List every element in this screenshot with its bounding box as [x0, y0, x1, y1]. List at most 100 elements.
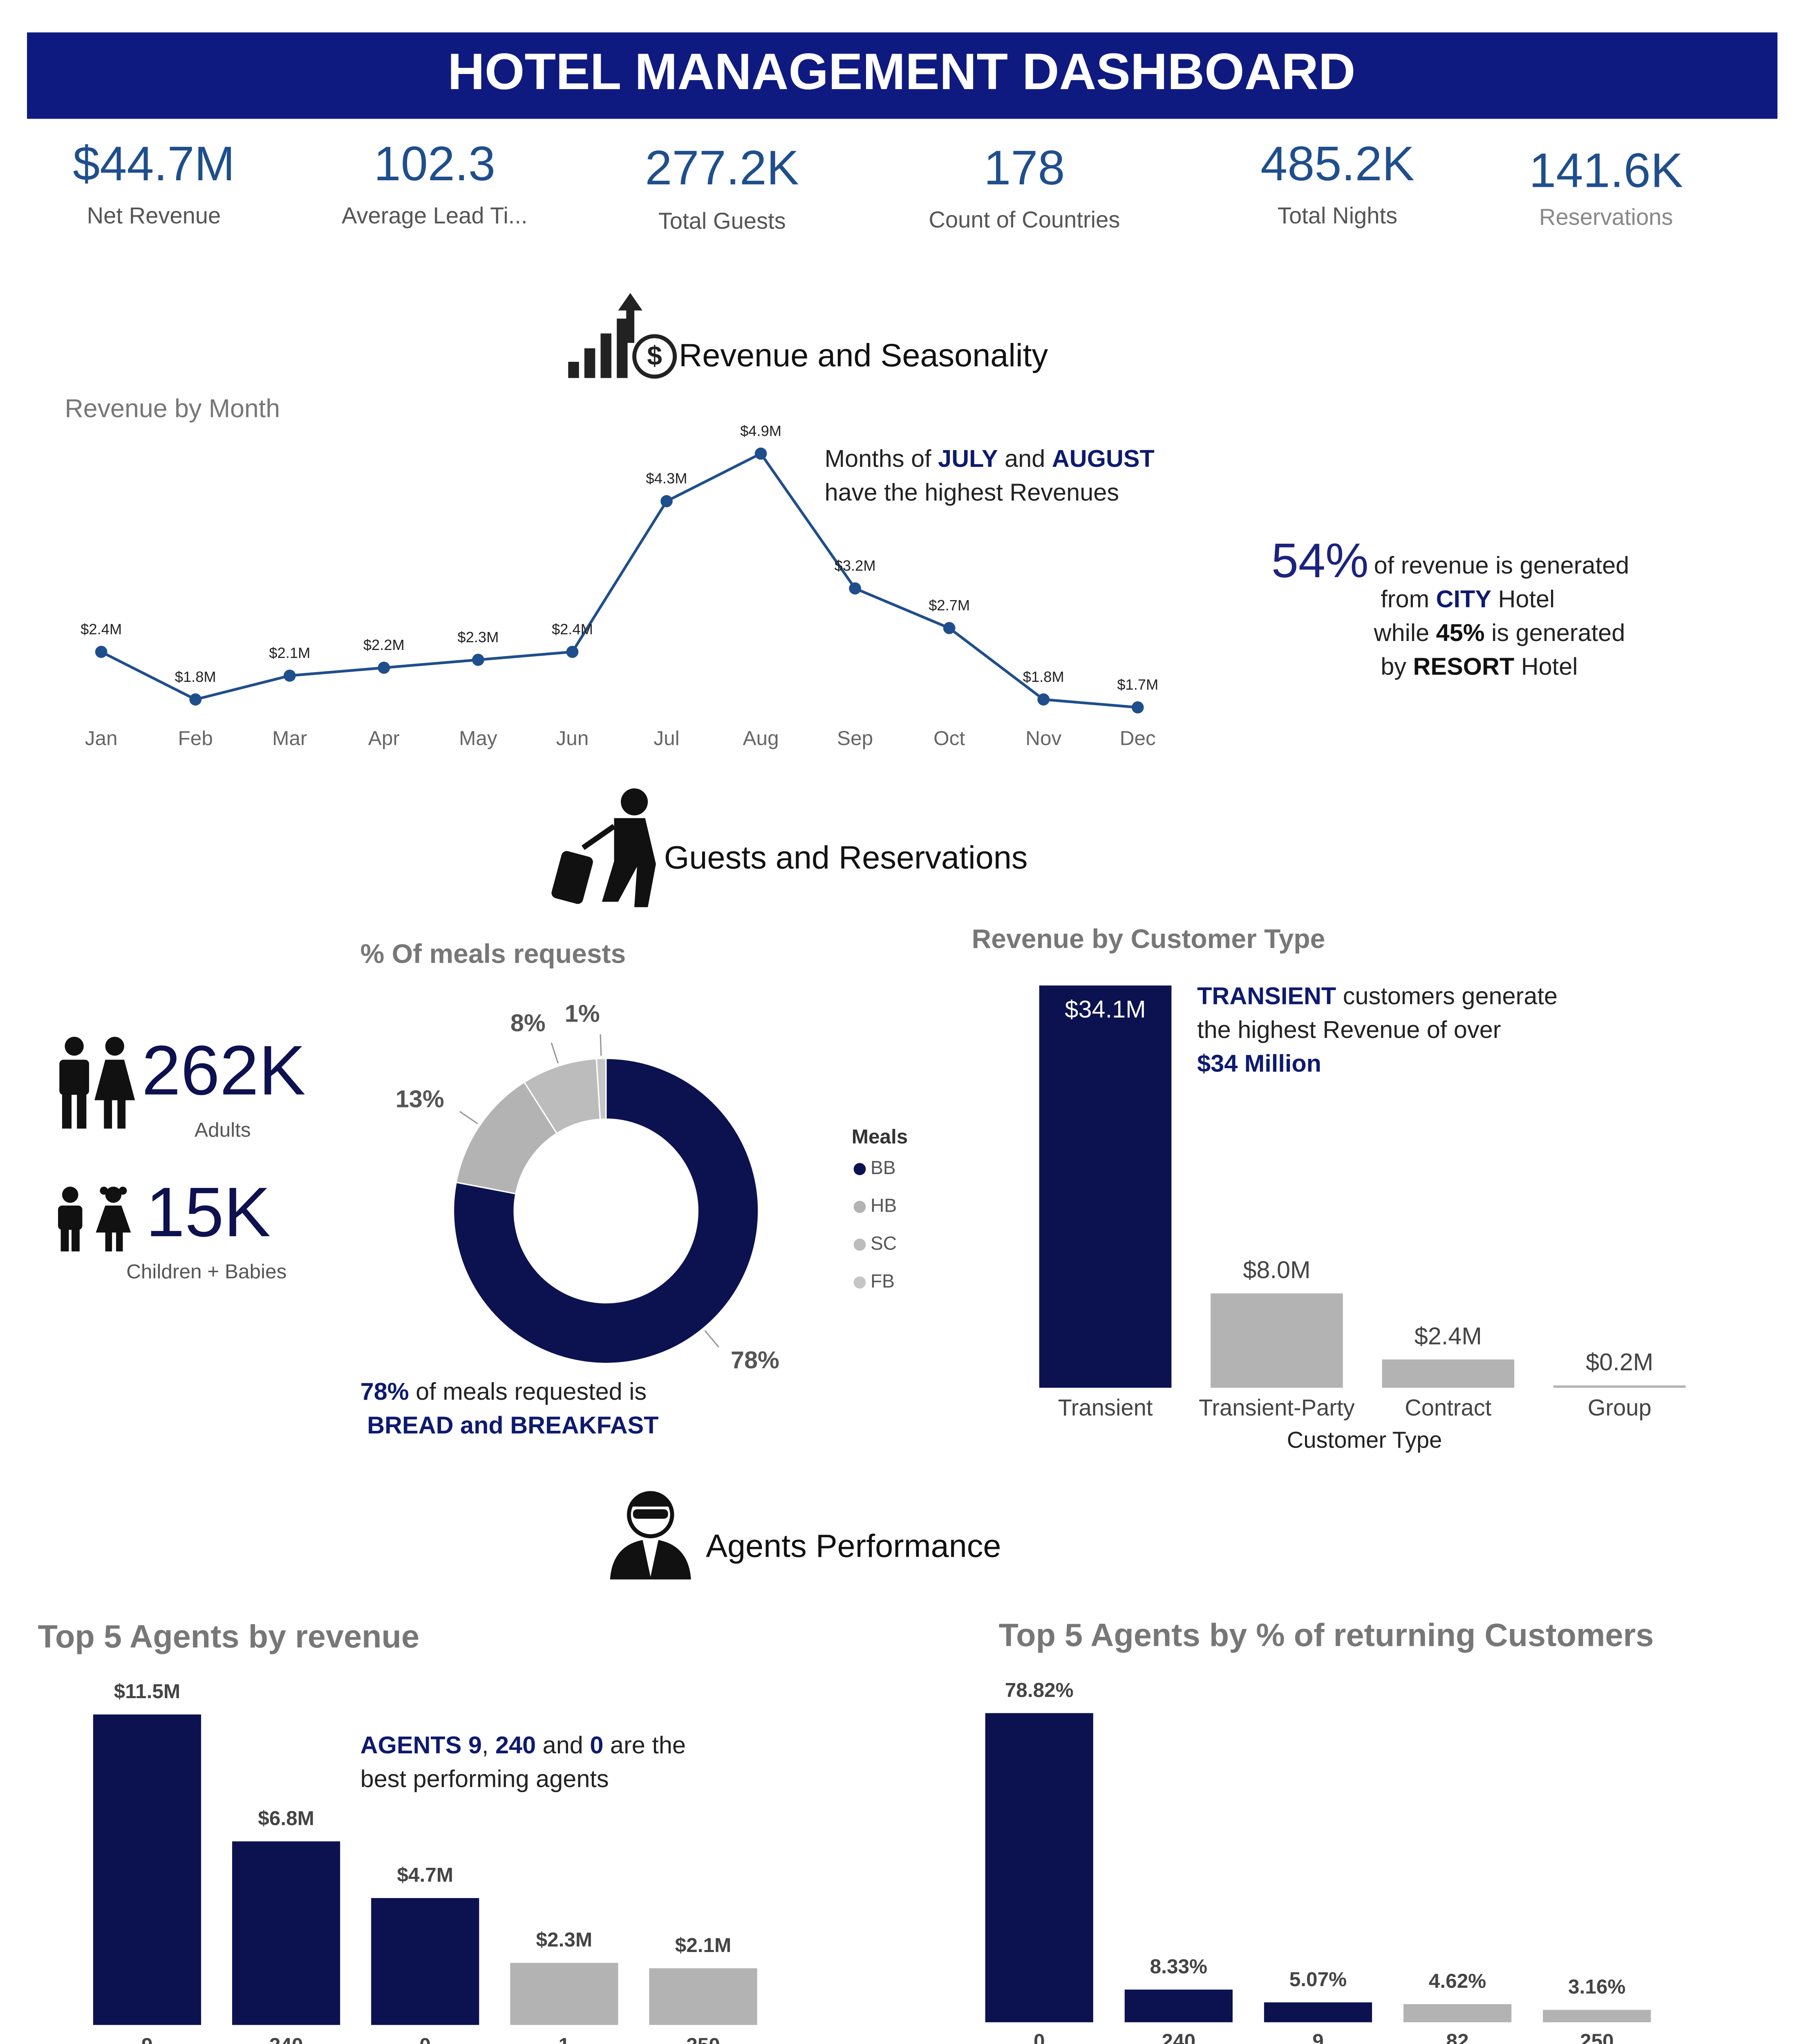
kpi-label: Net Revenue [87, 203, 221, 229]
data-label: $1.7M [1117, 676, 1158, 693]
x-tick-label: Aug [743, 727, 779, 750]
line-point [943, 622, 956, 634]
kpi-value: 102.3 [374, 137, 495, 191]
adults-icon [59, 1037, 135, 1129]
data-label: 78.82% [1005, 1679, 1074, 1701]
data-label: 1% [565, 1000, 600, 1027]
annotation-text: have the highest Revenues [825, 478, 1119, 506]
section-heading: Agents Performance [706, 1528, 1001, 1564]
x-tick-label: 9 [141, 2034, 153, 2044]
bar [1039, 985, 1172, 1388]
line-point [566, 645, 579, 658]
annotation-text: CITY [1436, 585, 1491, 612]
x-tick-label: Dec [1120, 727, 1156, 750]
kpi-value: 178 [984, 141, 1065, 195]
line-point [849, 582, 861, 595]
bar [1264, 2002, 1372, 2022]
annotation-text: and [536, 1731, 590, 1759]
annotation-text: the highest Revenue of over [1197, 1016, 1501, 1043]
annotation-line: AGENTS 9, 240 and 0 are the [360, 1731, 686, 1759]
x-axis-title: Customer Type [1287, 1427, 1442, 1453]
x-tick-label: Mar [272, 727, 307, 750]
legend-label: FB [871, 1270, 895, 1291]
data-label: $6.8M [258, 1807, 314, 1830]
guest-label: Children + Babies [126, 1260, 286, 1283]
annotation-text: 240 [495, 1731, 536, 1759]
annotation-text: 78% [360, 1378, 409, 1405]
annotation-text: AGENTS 9 [360, 1731, 482, 1759]
data-label: $34.1M [1065, 995, 1146, 1023]
data-label: $4.3M [646, 470, 687, 487]
revenue-icon: $ [568, 293, 677, 379]
data-label: $2.1M [269, 645, 310, 661]
x-tick-label: Contract [1405, 1394, 1492, 1420]
data-label: 78% [731, 1346, 779, 1374]
annotation-text: TRANSIENT [1197, 982, 1336, 1009]
legend-label: SC [871, 1233, 897, 1254]
annotation-text: Months of [825, 445, 938, 472]
data-label: 13% [396, 1085, 444, 1113]
x-tick-label: Sep [837, 727, 873, 750]
annotation-text: RESORT [1413, 652, 1515, 680]
bar [985, 1713, 1093, 2022]
x-tick-label: 240 [269, 2034, 303, 2044]
data-label: $1.8M [175, 668, 216, 685]
chart-title: Top 5 Agents by revenue [38, 1618, 419, 1654]
bar [510, 1963, 618, 2025]
legend-swatch [853, 1238, 866, 1251]
annotation-line: have the highest Revenues [825, 478, 1119, 506]
annotation-text: , [482, 1731, 495, 1759]
guest-value: 262K [142, 1031, 306, 1109]
kpi-value: $44.7M [73, 137, 235, 191]
leader-line [704, 1330, 719, 1348]
x-tick-label: 1 [559, 2034, 570, 2044]
legend-swatch [853, 1163, 866, 1175]
kpi-label: Reservations [1539, 204, 1673, 230]
data-label: $3.2M [835, 557, 876, 574]
bar [1382, 1359, 1515, 1388]
data-label: 3.16% [1568, 1976, 1625, 1998]
x-tick-label: Transient [1058, 1394, 1153, 1420]
annotation-text: $34 Million [1197, 1049, 1321, 1077]
data-label: $4.7M [397, 1864, 453, 1886]
section-heading: Revenue and Seasonality [679, 337, 1048, 373]
chart-title: Revenue by Month [65, 394, 280, 423]
x-tick-label: Jul [654, 727, 679, 750]
line-point [1037, 693, 1050, 706]
annotation-text: is generated [1485, 619, 1625, 646]
annotation-text: Hotel [1514, 652, 1578, 680]
data-label: $2.1M [675, 1934, 732, 1957]
annotation-text: are the [603, 1731, 686, 1759]
annotation-text: 0 [590, 1731, 603, 1759]
x-tick-label: Jun [556, 727, 589, 750]
svg-text:$: $ [647, 341, 662, 371]
legend-title: Meals [852, 1125, 908, 1148]
chart-title: Top 5 Agents by % of returning Customers [999, 1617, 1654, 1653]
legend-swatch [853, 1276, 866, 1289]
donut-slice [452, 1058, 759, 1364]
kpi-label: Average Lead Ti... [342, 203, 528, 229]
data-label: $2.7M [929, 597, 970, 614]
kpi-value: 277.2K [645, 141, 799, 195]
bar [371, 1898, 479, 2025]
leader-line [600, 1034, 602, 1056]
annotation-line: 78% of meals requested is [360, 1378, 647, 1405]
traveller-icon [551, 788, 656, 908]
data-label: 5.07% [1289, 1968, 1347, 1990]
data-label: $2.3M [457, 629, 499, 645]
annotation-text: JULY [938, 445, 998, 472]
line-point [95, 645, 107, 658]
data-label: $2.4M [81, 621, 122, 637]
x-tick-label: May [459, 727, 497, 750]
x-tick-label: 240 [1162, 2030, 1196, 2044]
data-label: $1.8M [1023, 668, 1064, 685]
data-label: $4.9M [740, 422, 781, 439]
x-tick-label: 0 [419, 2034, 431, 2044]
guest-label: Adults [195, 1118, 251, 1141]
line-point [378, 661, 390, 674]
data-label: 4.62% [1429, 1970, 1486, 1992]
annotation-line: from CITY Hotel [1381, 585, 1555, 612]
x-tick-label: Transient-Party [1199, 1394, 1355, 1420]
legend-label: BB [871, 1157, 896, 1178]
